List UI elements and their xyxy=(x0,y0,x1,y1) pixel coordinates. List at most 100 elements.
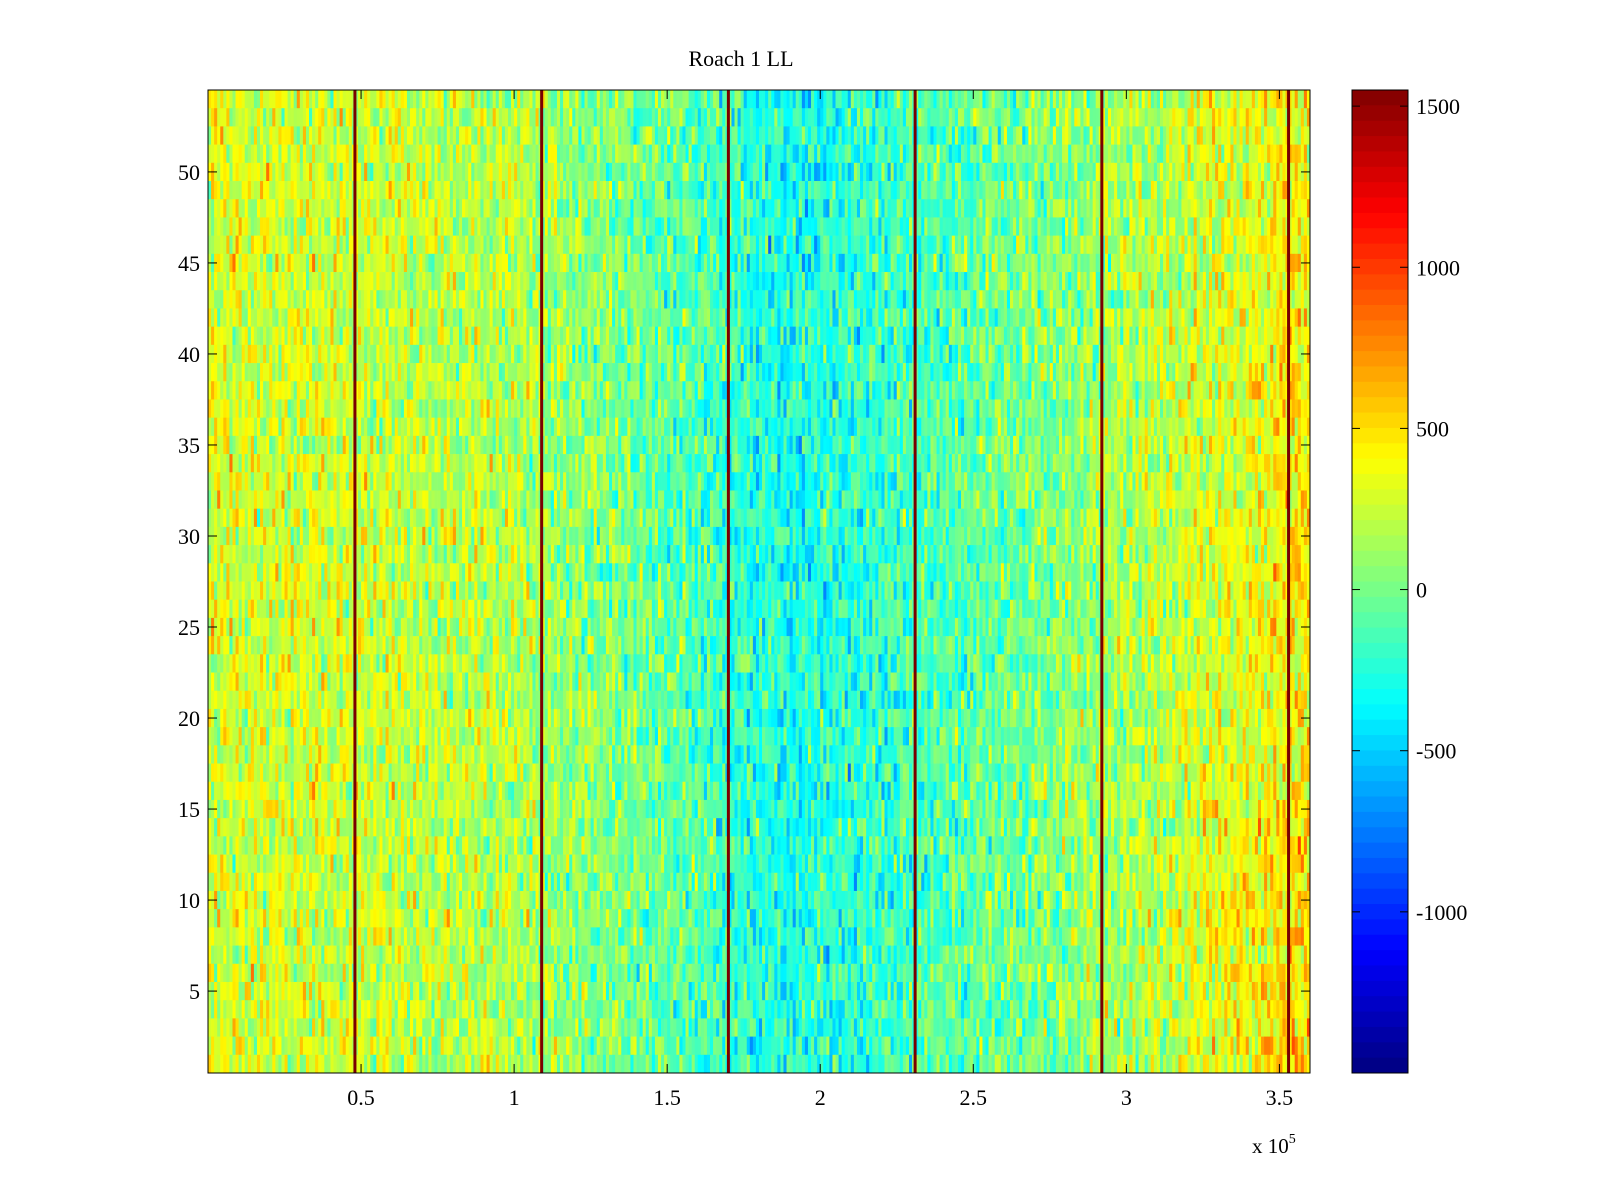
heatmap-cell xyxy=(1074,217,1078,236)
heatmap-cell xyxy=(1080,235,1084,255)
heatmap-cell xyxy=(795,253,800,273)
heatmap-cell xyxy=(1261,235,1265,255)
heatmap-cell xyxy=(569,326,573,346)
heatmap-cell xyxy=(636,90,640,109)
heatmap-cell xyxy=(951,181,956,200)
heatmap-cell xyxy=(459,308,463,327)
heatmap-cell xyxy=(235,181,239,200)
heatmap-cell xyxy=(489,217,494,236)
heatmap-cell xyxy=(1086,108,1090,127)
heatmap-cell xyxy=(483,181,487,200)
heatmap-cell xyxy=(844,253,849,273)
heatmap-cell xyxy=(1236,126,1240,145)
heatmap-cell xyxy=(902,108,907,127)
heatmap-cell xyxy=(1031,90,1035,109)
heatmap-cell xyxy=(807,290,812,309)
heatmap-cell xyxy=(1031,181,1035,200)
heatmap-cell xyxy=(1196,108,1201,127)
heatmap-cell xyxy=(957,235,962,255)
heatmap-cell xyxy=(835,235,839,255)
heatmap-cell xyxy=(657,235,662,255)
heatmap-cell xyxy=(1187,253,1191,273)
heatmap-cell xyxy=(290,162,295,182)
heatmap-cell xyxy=(991,126,996,145)
heatmap-cell xyxy=(1010,326,1014,346)
heatmap-cell xyxy=(388,235,393,255)
heatmap-cell xyxy=(710,308,714,327)
heatmap-cell xyxy=(367,235,371,255)
heatmap-cell xyxy=(1049,126,1054,145)
heatmap-cell xyxy=(985,90,989,109)
heatmap-cell xyxy=(749,272,754,291)
heatmap-cell xyxy=(1016,308,1020,327)
heatmap-cell xyxy=(593,290,598,309)
heatmap-cell xyxy=(416,162,420,182)
heatmap-cell xyxy=(905,253,910,273)
heatmap-cell xyxy=(1221,181,1225,200)
heatmap-cell xyxy=(446,217,451,236)
heatmap-cell xyxy=(532,308,536,327)
heatmap-cell xyxy=(575,144,579,164)
heatmap-cell xyxy=(1077,162,1081,182)
heatmap-cell xyxy=(514,235,518,255)
heatmap-cell xyxy=(1227,308,1231,327)
heatmap-cell xyxy=(844,90,849,109)
heatmap-cell xyxy=(247,199,252,218)
heatmap-cell xyxy=(370,308,374,327)
heatmap-cell xyxy=(406,217,411,236)
heatmap-cell xyxy=(296,181,301,200)
heatmap-cell xyxy=(305,199,310,218)
heatmap-cell xyxy=(1000,126,1005,145)
heatmap-cell xyxy=(1071,162,1075,182)
heatmap-cell xyxy=(820,253,824,273)
heatmap-cell xyxy=(449,235,454,255)
heatmap-cell xyxy=(1095,162,1100,182)
heatmap-cell xyxy=(1147,326,1152,346)
heatmap-cell xyxy=(1046,290,1051,309)
heatmap-cell xyxy=(755,181,760,200)
heatmap-cell xyxy=(612,144,616,164)
heatmap-cell xyxy=(722,181,726,200)
heatmap-cell xyxy=(664,326,668,346)
heatmap-cell xyxy=(587,326,591,346)
heatmap-cell xyxy=(382,126,386,145)
heatmap-cell xyxy=(425,235,429,255)
heatmap-cell xyxy=(1251,308,1256,327)
heatmap-cell xyxy=(517,162,521,182)
heatmap-cell xyxy=(413,108,417,127)
heatmap-cell xyxy=(483,290,487,309)
heatmap-cell xyxy=(1111,272,1115,291)
heatmap-cell xyxy=(1181,144,1185,164)
heatmap-cell xyxy=(605,253,610,273)
heatmap-cell xyxy=(235,272,239,291)
heatmap-cell xyxy=(422,108,426,127)
heatmap-cell xyxy=(459,326,463,346)
heatmap-cell xyxy=(765,308,769,327)
heatmap-cell xyxy=(517,90,521,109)
heatmap-cell xyxy=(1236,253,1240,273)
heatmap-cell xyxy=(694,126,699,145)
heatmap-cell xyxy=(795,162,800,182)
heatmap-cell xyxy=(792,290,797,309)
heatmap-cell xyxy=(1037,199,1041,218)
heatmap-cell xyxy=(1175,108,1179,127)
heatmap-cell xyxy=(804,272,809,291)
heatmap-cell xyxy=(1025,308,1029,327)
heatmap-cell xyxy=(685,126,689,145)
heatmap-cell xyxy=(771,108,775,127)
heatmap-cell xyxy=(532,253,536,273)
heatmap-cell xyxy=(661,181,665,200)
heatmap-cell xyxy=(345,308,350,327)
heatmap-cell xyxy=(716,272,720,291)
heatmap-cell xyxy=(716,181,720,200)
heatmap-cell xyxy=(263,326,267,346)
heatmap-cell xyxy=(281,90,285,109)
heatmap-cell xyxy=(1058,162,1063,182)
heatmap-cell xyxy=(560,126,564,145)
heatmap-cell xyxy=(1037,326,1041,346)
heatmap-cell xyxy=(694,217,699,236)
heatmap-cell xyxy=(1215,108,1219,127)
heatmap-cell xyxy=(1196,272,1201,291)
heatmap-cell xyxy=(253,199,258,218)
heatmap-cell xyxy=(575,253,579,273)
